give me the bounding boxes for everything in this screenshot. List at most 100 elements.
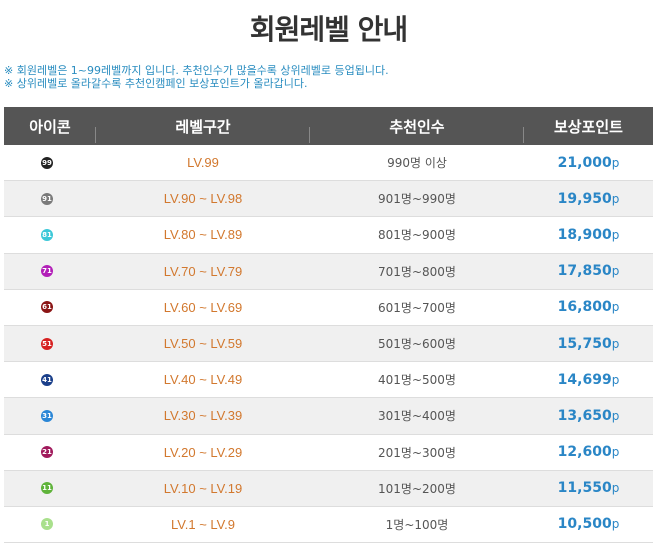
points-unit: p	[611, 191, 620, 206]
reward-points: 11,550p	[524, 480, 653, 496]
level-range: LV.40 ~ LV.49	[163, 372, 243, 388]
level-badge-icon: 81	[41, 228, 53, 241]
reward-points: 12,600p	[524, 444, 653, 460]
header-level-range: 레벨구간	[96, 116, 310, 143]
points-unit: p	[611, 445, 620, 460]
points-unit: p	[611, 227, 620, 242]
level-badge-icon: 99	[41, 156, 53, 169]
table-row: 61 LV.60 ~ LV.69 601명~700명 16,800p	[4, 289, 653, 326]
table-row: 71 LV.70 ~ LV.79 701명~800명 17,850p	[4, 253, 653, 290]
table-row: 21 LV.20 ~ LV.29 201명~300명 12,600p	[4, 434, 653, 471]
level-badge-icon: 1	[41, 518, 53, 531]
level-range: LV.20 ~ LV.29	[163, 444, 243, 460]
table-row: 11 LV.10 ~ LV.19 101명~200명 11,550p	[4, 470, 653, 507]
points-value: 13,650	[557, 407, 612, 424]
referral-count: 801명~900명	[378, 228, 456, 243]
points-unit: p	[611, 517, 620, 532]
table-row: 51 LV.50 ~ LV.59 501명~600명 15,750p	[4, 325, 653, 363]
header-icon: 아이콘	[4, 116, 96, 143]
points-value: 11,550	[557, 480, 612, 497]
level-icon-cell: 99	[4, 156, 96, 169]
notice-line: ※ 상위레벨로 올라갈수록 추천인캠페인 보상포인트가 올라갑니다.	[4, 77, 308, 90]
referral-count: 701명~800명	[378, 264, 456, 279]
points-unit: p	[611, 372, 620, 387]
table-row: 91 LV.90 ~ LV.98 901명~990명 19,950p	[4, 181, 653, 218]
level-range: LV.30 ~ LV.39	[163, 408, 243, 424]
notice-line: ※ 회원레벨은 1~99레벨까지 입니다. 추천인수가 많을수록 상위레벨로 등…	[4, 64, 389, 77]
level-badge-icon: 11	[41, 482, 53, 495]
level-range: LV.50 ~ LV.59	[163, 336, 243, 352]
notice-block: ※ 회원레벨은 1~99레벨까지 입니다. 추천인수가 많을수록 상위레벨로 등…	[4, 64, 389, 90]
level-badge-icon: 31	[41, 409, 53, 422]
points-unit: p	[611, 155, 620, 170]
points-value: 15,750	[557, 335, 612, 352]
page-title: 회원레벨 안내	[249, 13, 408, 46]
level-table: 아이콘 레벨구간 추천인수 보상포인트 99 LV.99 990명 이상 21,000…	[4, 107, 653, 544]
points-unit: p	[611, 481, 620, 496]
level-range: LV.80 ~ LV.89	[163, 227, 243, 243]
level-icon-cell: 71	[4, 265, 96, 278]
level-range: LV.1 ~ LV.9	[171, 516, 235, 532]
referral-count: 401명~500명	[378, 373, 456, 388]
reward-points: 17,850p	[524, 263, 653, 279]
level-icon-cell: 11	[4, 482, 96, 495]
level-badge-icon: 61	[41, 301, 53, 314]
referral-count: 301명~400명	[378, 409, 456, 424]
level-icon-cell: 41	[4, 373, 96, 386]
reward-points: 18,900p	[524, 227, 653, 243]
reward-points: 21,000p	[524, 155, 653, 171]
referral-count: 1명~100명	[385, 517, 449, 532]
points-value: 17,850	[557, 263, 612, 280]
reward-points: 10,500p	[524, 516, 653, 532]
table-row: 1 LV.1 ~ LV.9 1명~100명 10,500p	[4, 506, 653, 544]
table-body: 99 LV.99 990명 이상 21,000p 91 LV.90 ~ LV.98 901명…	[4, 145, 653, 544]
reward-points: 13,650p	[524, 408, 653, 424]
points-unit: p	[611, 300, 620, 315]
level-range: LV.10 ~ LV.19	[163, 480, 243, 496]
level-icon-cell: 61	[4, 301, 96, 314]
level-range: LV.99	[187, 155, 219, 171]
points-value: 14,699	[557, 371, 612, 388]
level-icon-cell: 51	[4, 337, 96, 350]
points-value: 16,800	[557, 299, 612, 316]
points-value: 18,900	[557, 226, 612, 243]
level-icon-cell: 81	[4, 228, 96, 241]
level-badge-icon: 41	[41, 373, 53, 386]
level-badge-icon: 71	[41, 265, 53, 278]
points-value: 10,500	[557, 516, 612, 533]
level-icon-cell: 21	[4, 446, 96, 459]
level-badge-icon: 51	[41, 337, 53, 350]
reward-points: 15,750p	[524, 336, 653, 352]
referral-count: 101명~200명	[378, 481, 456, 496]
table-row: 99 LV.99 990명 이상 21,000p	[4, 145, 653, 182]
level-range: LV.60 ~ LV.69	[163, 299, 243, 315]
level-icon-cell: 1	[4, 518, 96, 531]
table-header: 아이콘 레벨구간 추천인수 보상포인트	[4, 107, 653, 145]
referral-count: 501명~600명	[378, 337, 456, 352]
table-row: 41 LV.40 ~ LV.49 401명~500명 14,699p	[4, 362, 653, 399]
level-icon-cell: 91	[4, 192, 96, 205]
points-unit: p	[611, 264, 620, 279]
referral-count: 201명~300명	[378, 445, 456, 460]
header-referrals: 추천인수	[310, 116, 524, 143]
reward-points: 19,950p	[524, 191, 653, 207]
reward-points: 16,800p	[524, 299, 653, 315]
level-range: LV.90 ~ LV.98	[163, 191, 243, 207]
reward-points: 14,699p	[524, 372, 653, 388]
referral-count: 901명~990명	[378, 192, 456, 207]
table-row: 81 LV.80 ~ LV.89 801명~900명 18,900p	[4, 217, 653, 254]
level-range: LV.70 ~ LV.79	[163, 263, 243, 279]
points-value: 19,950	[557, 190, 612, 207]
points-unit: p	[611, 408, 620, 423]
level-icon-cell: 31	[4, 409, 96, 422]
points-value: 12,600	[557, 444, 612, 461]
points-unit: p	[611, 336, 620, 351]
level-badge-icon: 21	[41, 446, 53, 459]
header-reward-points: 보상포인트	[553, 117, 623, 136]
level-badge-icon: 91	[41, 192, 53, 205]
table-row: 31 LV.30 ~ LV.39 301명~400명 13,650p	[4, 398, 653, 435]
referral-count: 990명 이상	[387, 156, 447, 171]
points-value: 21,000	[557, 154, 612, 171]
referral-count: 601명~700명	[378, 300, 456, 315]
